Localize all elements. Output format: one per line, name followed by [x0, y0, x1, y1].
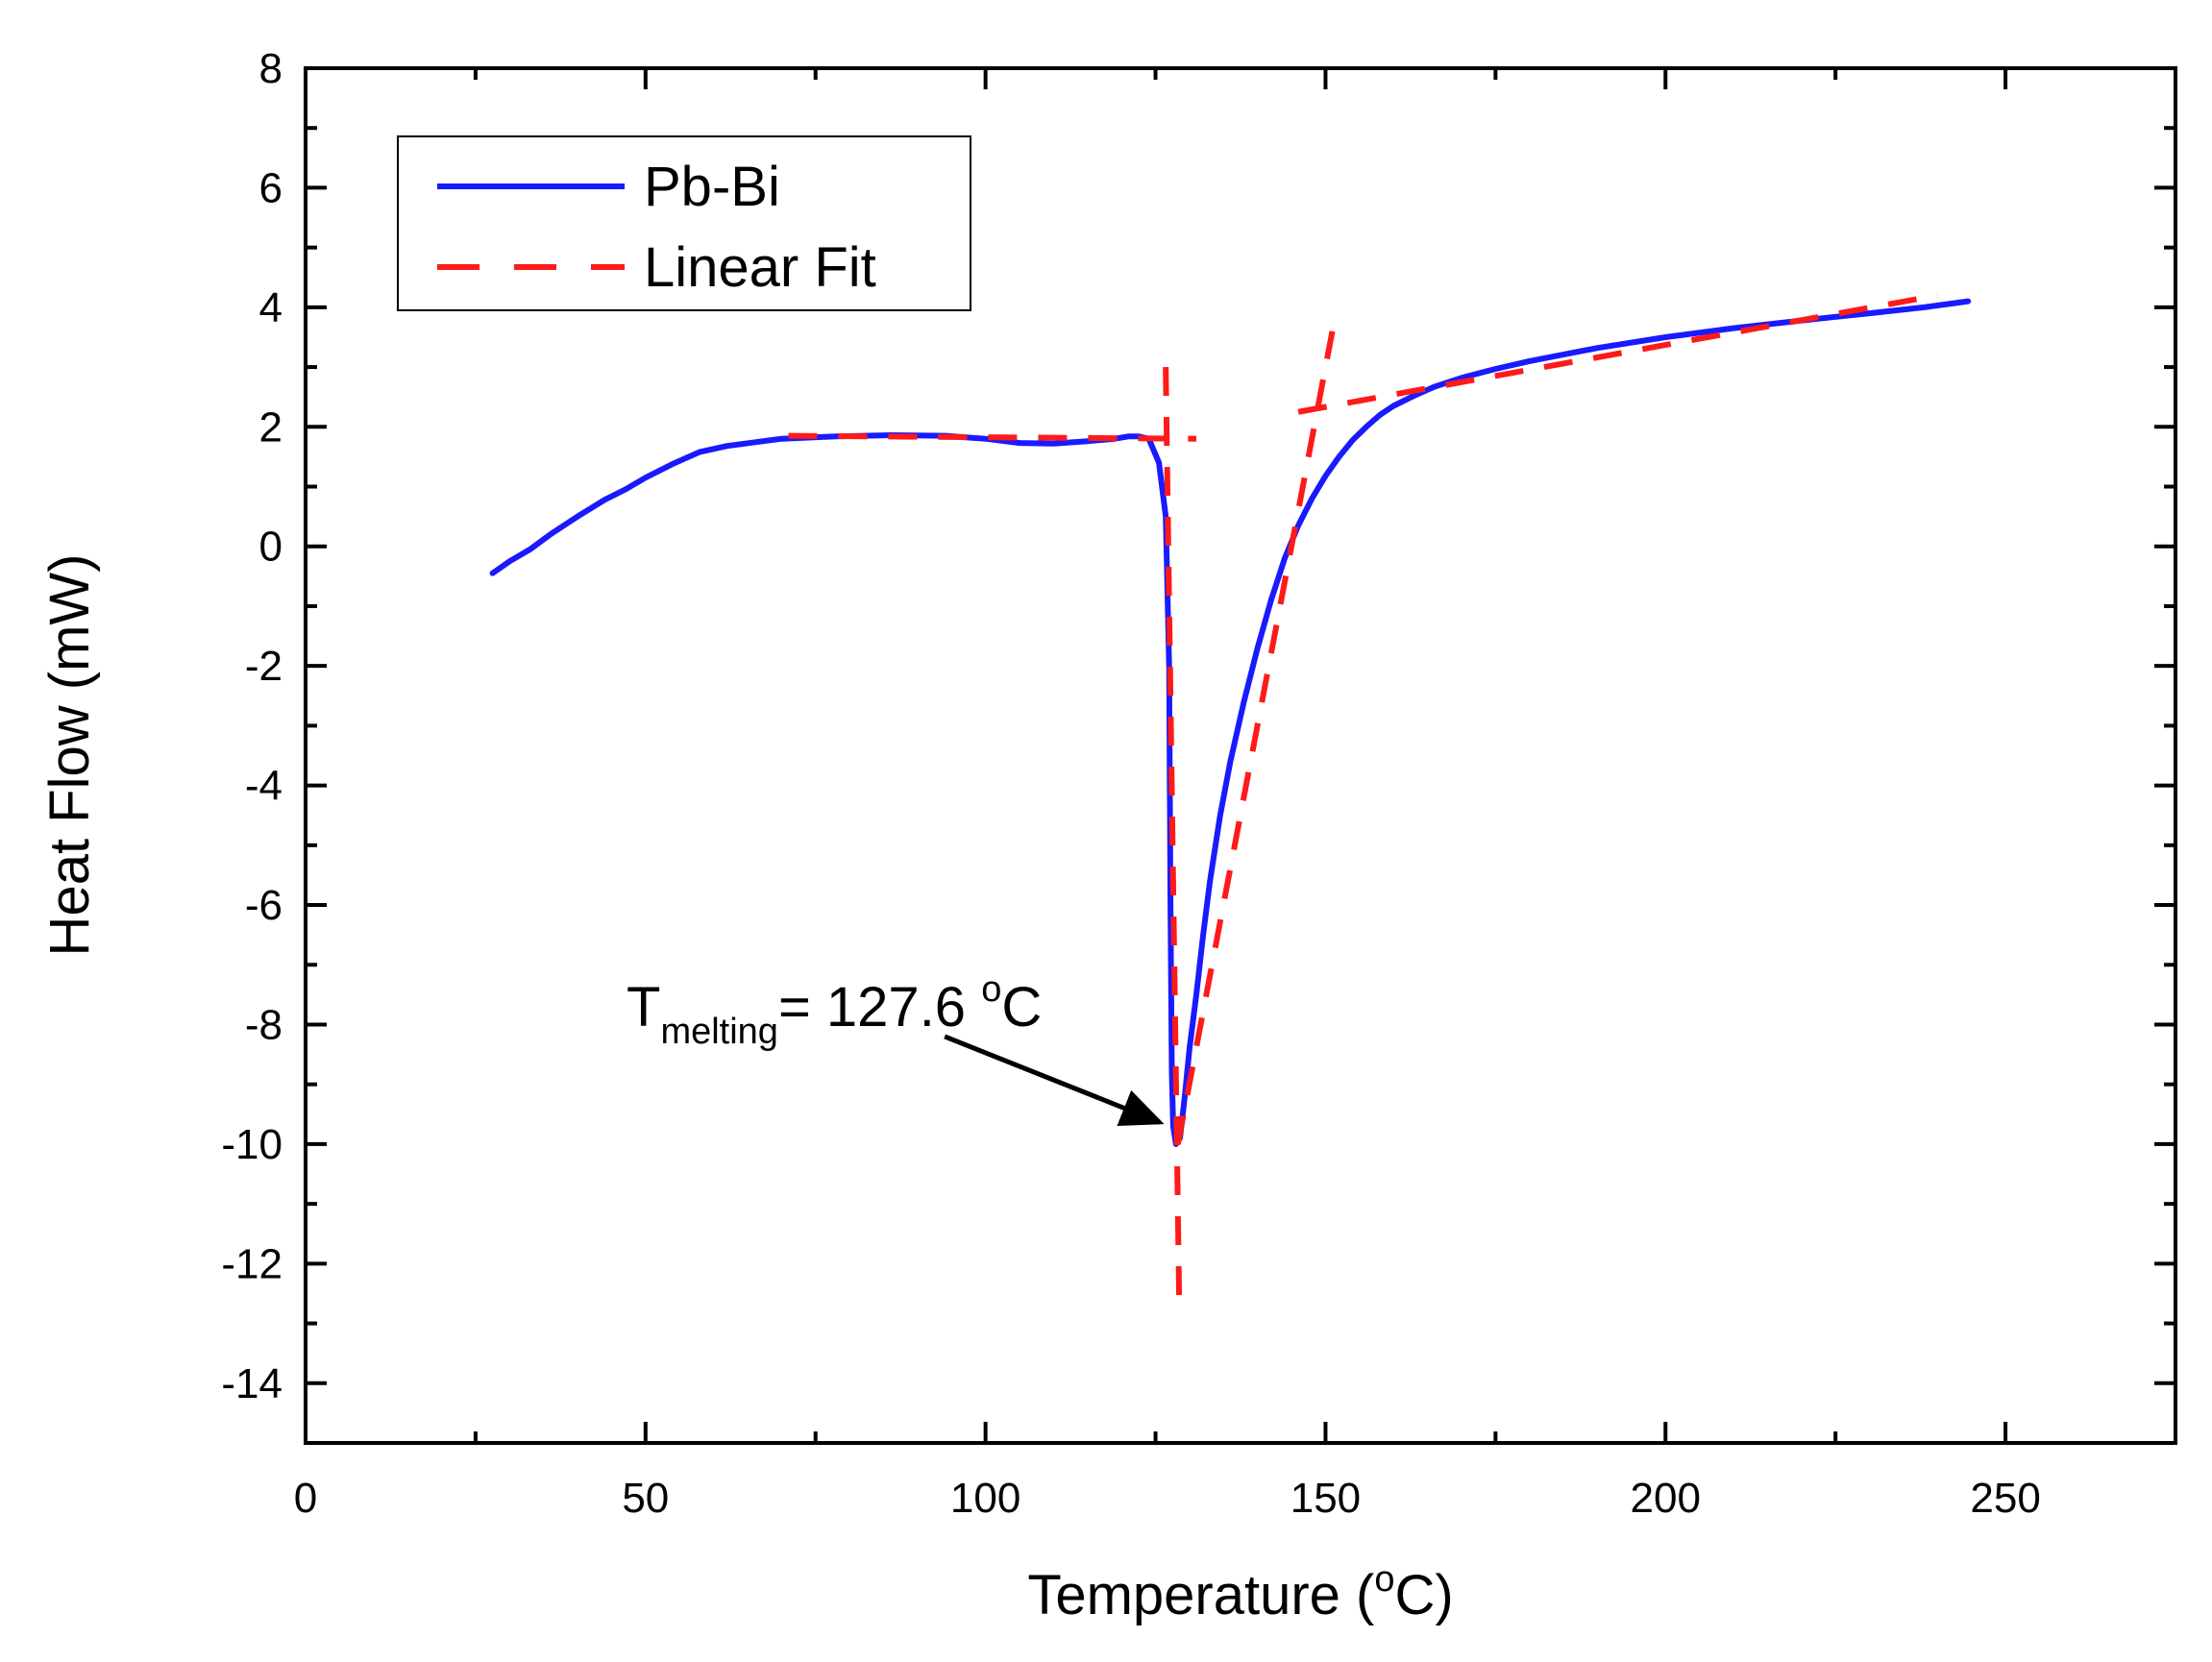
y-tick-label: 0: [259, 524, 283, 571]
y-tick-label: -12: [221, 1240, 283, 1287]
y-tick-label: -14: [221, 1360, 283, 1407]
x-tick-label: 200: [1631, 1475, 1701, 1522]
y-tick-label: -6: [245, 882, 283, 929]
x-tick-label: 250: [1970, 1475, 2040, 1522]
legend-label-pb-bi: Pb-Bi: [644, 156, 780, 218]
x-tick-label: 150: [1290, 1475, 1361, 1522]
linear-fit-segment-3: [1174, 330, 1336, 1145]
x-tick-label: 50: [622, 1475, 669, 1522]
y-tick-label: -10: [221, 1121, 283, 1168]
y-tick-label: 2: [259, 403, 283, 451]
y-tick-label: -8: [245, 1001, 283, 1048]
legend: Pb-Bi Linear Fit: [397, 135, 971, 311]
annotation-t: T: [627, 976, 660, 1039]
x-axis-degree: o: [1374, 1559, 1394, 1600]
y-tick-label: -2: [245, 643, 283, 690]
x-axis-title: Temperature (oC): [1027, 1559, 1453, 1626]
legend-box: [397, 135, 971, 311]
linear-fit-segment-4: [1297, 292, 1938, 415]
annotation-value: = 127.6: [778, 976, 981, 1039]
x-tick-label: 100: [950, 1475, 1020, 1522]
plot-frame: [304, 66, 2177, 1445]
x-axis-title-label: Temperature (: [1027, 1564, 1374, 1626]
annotation-unit: C: [1001, 976, 1042, 1039]
annotation-subscript: melting: [660, 1012, 778, 1052]
x-axis-unit: C): [1394, 1564, 1453, 1626]
x-tick-label: 0: [294, 1475, 317, 1522]
annotation-degree: o: [981, 969, 1001, 1010]
y-tick-label: 6: [259, 164, 283, 211]
annotation-text: Tmelting= 127.6 oC: [627, 969, 1042, 1052]
y-tick-label: 4: [259, 284, 283, 331]
series-layer: [489, 292, 1972, 1312]
y-axis-title: Heat Flow (mW): [38, 554, 101, 957]
legend-label-linear-fit: Linear Fit: [644, 236, 876, 299]
linear-fit-segment-2: [1163, 367, 1183, 1312]
y-tick-label: -4: [245, 763, 283, 810]
linear-fit-segment-1: [788, 432, 1197, 442]
y-tick-label: 8: [259, 45, 283, 92]
melting-point-annotation: Tmelting= 127.6 oC: [627, 969, 1165, 1126]
tick-labels: 0 50 100 150 200 250 8 6 4 2 0 -2 -4 -6 -8 -10 -12 -14: [221, 45, 2040, 1522]
annotation-arrow: [944, 1034, 1165, 1126]
